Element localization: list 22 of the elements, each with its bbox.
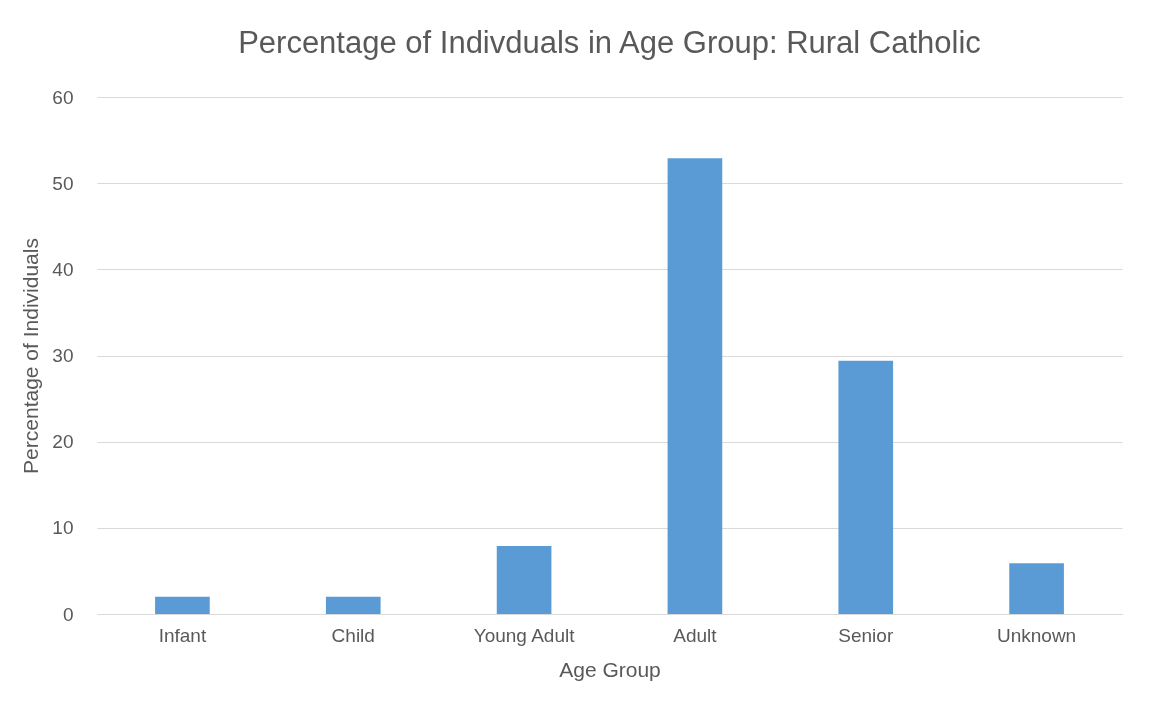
bar [325, 596, 381, 614]
x-tick-label: Young Adult [473, 624, 576, 646]
y-tick-label: 10 [52, 517, 74, 539]
x-tick-label: Unknown [996, 624, 1077, 646]
y-tick-label: 30 [52, 345, 74, 366]
bar [838, 360, 894, 614]
bar [155, 596, 210, 614]
y-tick-label: 60 [52, 86, 74, 108]
x-tick-label: Senior [838, 624, 894, 646]
y-axis-title: Percentage of Individuals [19, 238, 43, 474]
y-tick-label: 50 [52, 172, 74, 194]
y-tick-label: 40 [52, 258, 74, 280]
x-tick-label: Adult [673, 624, 718, 646]
x-tick-label: Child [331, 624, 375, 646]
chart-title: Percentage of Indivduals in Age Group: Rural Catholic [238, 25, 981, 60]
bar [496, 545, 552, 614]
x-tick-label: Infant [158, 624, 207, 646]
y-tick-label: 20 [52, 431, 74, 453]
bar [1009, 563, 1064, 614]
y-tick-label: 0 [62, 603, 74, 625]
x-axis-title: Age Group [559, 657, 661, 681]
bar [667, 158, 723, 614]
